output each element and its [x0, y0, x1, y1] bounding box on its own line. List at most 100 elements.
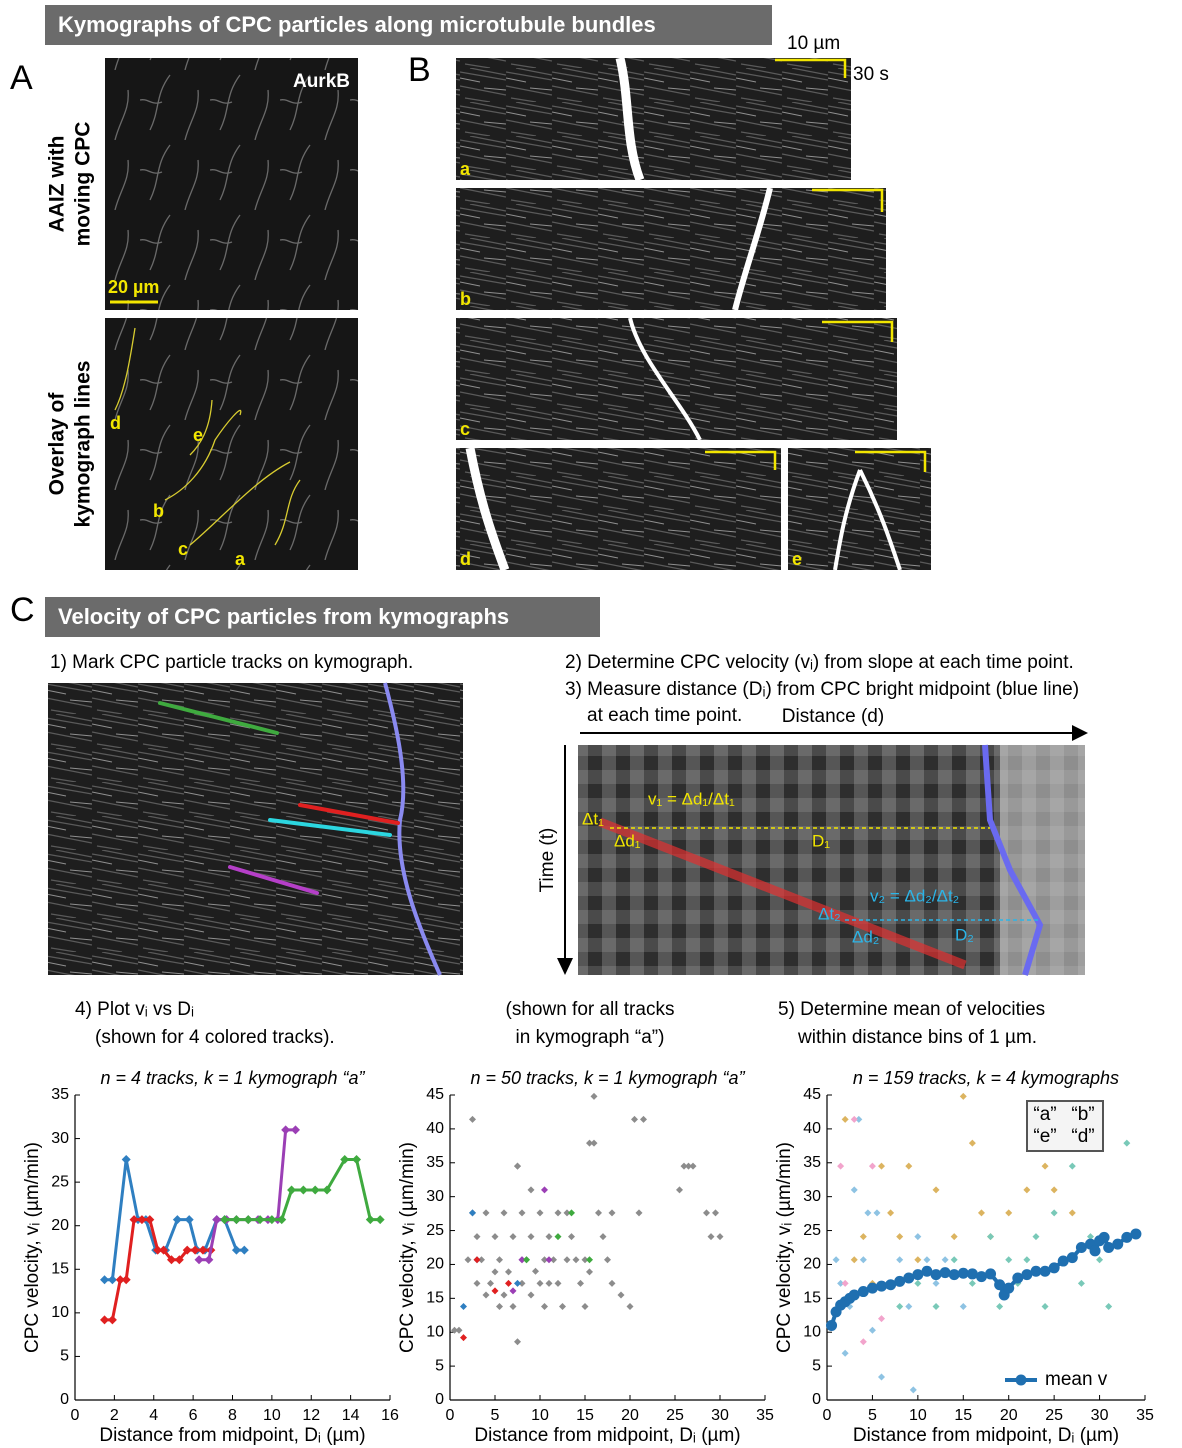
data-point — [510, 1233, 517, 1240]
kymograph — [456, 188, 886, 310]
data-point — [942, 1256, 949, 1263]
diagram-label: v₂ = Δd₂/Δt₂ — [870, 886, 959, 905]
data-point — [212, 1215, 221, 1224]
x-tick-label: 25 — [1045, 1407, 1063, 1424]
data-point — [978, 1209, 985, 1216]
kymograph — [788, 448, 931, 570]
step-text: (shown for all tracks — [506, 999, 675, 1020]
data-point — [555, 1233, 562, 1240]
data-point — [914, 1280, 921, 1287]
data-point — [559, 1303, 566, 1310]
x-tick-label: 0 — [446, 1407, 455, 1424]
y-tick-label: 15 — [426, 1290, 444, 1307]
data-point — [474, 1233, 481, 1240]
y-tick-label: 15 — [51, 1261, 69, 1278]
mean-point — [1130, 1228, 1141, 1239]
data-point — [474, 1280, 481, 1287]
data-point — [873, 1209, 880, 1216]
y-tick-label: 20 — [803, 1256, 821, 1273]
y-axis-label: CPC velocity, vᵢ (µm/min) — [22, 1142, 43, 1353]
stain-label: AurkB — [293, 71, 350, 92]
y-tick-label: 45 — [803, 1086, 821, 1103]
data-point — [173, 1215, 182, 1224]
data-point — [842, 1280, 849, 1287]
y-tick-label: 0 — [60, 1391, 69, 1408]
track-label: d — [110, 413, 121, 433]
y-tick-label: 10 — [803, 1323, 821, 1340]
data-point — [951, 1233, 958, 1240]
data-point — [483, 1291, 490, 1298]
data-point — [591, 1140, 598, 1147]
step-text: 4) Plot vᵢ vs Dᵢ — [75, 999, 194, 1020]
data-point — [878, 1373, 885, 1380]
data-point — [837, 1163, 844, 1170]
data-point — [528, 1291, 535, 1298]
data-point — [1032, 1233, 1039, 1240]
data-point — [933, 1186, 940, 1193]
micrograph — [105, 58, 358, 310]
data-point — [910, 1386, 917, 1393]
legend-label: “d” — [1071, 1126, 1094, 1147]
panel-letter: C — [10, 591, 35, 629]
track-label: b — [153, 501, 164, 521]
mean-point — [826, 1320, 837, 1331]
x-tick-label: 25 — [666, 1407, 684, 1424]
data-point — [492, 1268, 499, 1275]
y-tick-label: 35 — [803, 1154, 821, 1171]
data-point — [1051, 1186, 1058, 1193]
legend-label: mean v — [1045, 1369, 1108, 1390]
bright-region — [1000, 745, 1085, 975]
diagram-label: Δd₁ — [614, 831, 641, 850]
data-point — [842, 1350, 849, 1357]
data-point — [299, 1185, 308, 1194]
step-text: within distance bins of 1 µm. — [797, 1027, 1037, 1048]
page: CPC particle kymographs html, body { mar… — [0, 0, 1182, 1448]
data-point — [510, 1303, 517, 1310]
data-point — [1096, 1256, 1103, 1263]
data-point — [483, 1209, 490, 1216]
x-tick-label: 15 — [576, 1407, 594, 1424]
x-tick-label: 20 — [1000, 1407, 1018, 1424]
data-point — [896, 1233, 903, 1240]
data-point — [528, 1186, 535, 1193]
data-point — [851, 1116, 858, 1123]
data-point — [717, 1233, 724, 1240]
data-point — [122, 1275, 131, 1284]
row-label-line: Overlay of — [46, 392, 69, 496]
x-tick-label: 15 — [954, 1407, 972, 1424]
y-tick-label: 10 — [51, 1304, 69, 1321]
data-point — [960, 1093, 967, 1100]
data-point — [474, 1256, 481, 1263]
data-point — [519, 1209, 526, 1216]
data-point — [492, 1233, 499, 1240]
diagram-label: Δt₂ — [818, 904, 841, 923]
data-point — [636, 1209, 643, 1216]
x-tick-label: 10 — [909, 1407, 927, 1424]
step-text: 2) Determine CPC velocity (vᵢ) from slop… — [565, 652, 1074, 673]
step-text: 1) Mark CPC particle tracks on kymograph… — [50, 652, 413, 673]
x-tick-label: 6 — [189, 1407, 198, 1424]
y-tick-label: 5 — [60, 1348, 69, 1365]
data-point — [1105, 1303, 1112, 1310]
x-tick-label: 10 — [531, 1407, 549, 1424]
data-point — [496, 1303, 503, 1310]
data-point — [514, 1338, 521, 1345]
kymographs — [456, 58, 931, 570]
y-tick-label: 30 — [426, 1188, 444, 1205]
data-point — [864, 1209, 871, 1216]
diagram-label: Δd₂ — [852, 927, 879, 946]
kymo-label: e — [792, 549, 802, 569]
data-point — [851, 1186, 858, 1193]
y-tick-label: 35 — [51, 1086, 69, 1103]
data-point — [501, 1209, 508, 1216]
data-point — [532, 1268, 539, 1275]
data-point — [869, 1327, 876, 1334]
x-tick-label: 8 — [228, 1407, 237, 1424]
diagram-label: D₂ — [955, 925, 974, 944]
mean-point — [1090, 1245, 1101, 1256]
data-point — [492, 1287, 499, 1294]
data-point — [546, 1233, 553, 1240]
row-label-line: moving CPC — [72, 122, 95, 247]
data-point — [460, 1334, 467, 1341]
x-tick-label: 5 — [491, 1407, 500, 1424]
